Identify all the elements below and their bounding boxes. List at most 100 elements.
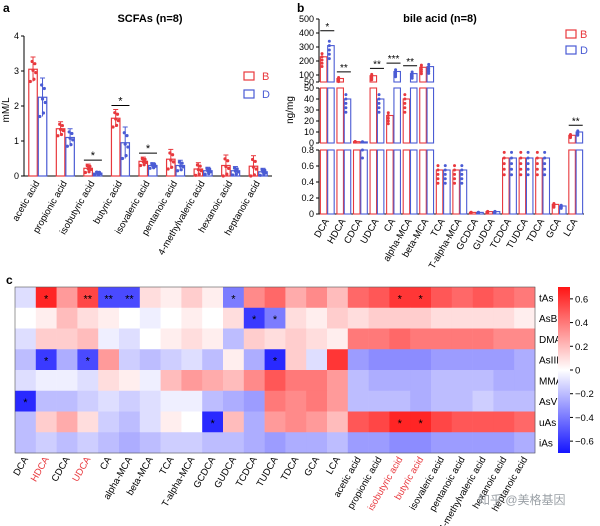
heatmap-col-label: TCA — [158, 454, 177, 477]
b-dot — [419, 70, 423, 74]
b-bar-d-alpha-mca — [409, 149, 418, 215]
a-dot — [227, 166, 231, 170]
heatmap-cell — [285, 349, 307, 371]
heatmap-cell — [285, 370, 307, 392]
b-dot — [443, 168, 447, 172]
heatmap-cell — [15, 307, 37, 329]
b-bar-d-dca — [327, 149, 335, 215]
b-bar-d-ca — [393, 70, 401, 83]
b-dot — [320, 58, 324, 62]
heatmap-cell — [431, 411, 453, 433]
b-dot — [519, 167, 523, 171]
a-dot — [234, 172, 238, 176]
b-sig-label: ** — [373, 59, 381, 70]
heatmap-col-label: HDCA — [29, 454, 52, 483]
heatmap-cell — [15, 370, 37, 392]
b-dot — [419, 67, 423, 71]
a-dot — [197, 172, 201, 176]
b-dot — [436, 177, 440, 181]
panel-b-bile-acid-chart: bile acid (n=8) ng/mg 00.20.40.60.801020… — [285, 13, 588, 271]
b-ytick-label: 0.6 — [301, 161, 314, 171]
heatmap-cell — [223, 390, 245, 412]
heatmap-cell — [514, 287, 536, 309]
heatmap-cell — [181, 370, 203, 392]
heatmap-cell — [306, 370, 328, 392]
a-dot — [180, 161, 184, 165]
heatmap-cell — [410, 432, 432, 454]
heatmap-cell — [514, 349, 536, 371]
heatmap-cell — [493, 307, 515, 329]
b-bar-b-hdca — [336, 149, 344, 215]
heatmap-cell — [98, 307, 120, 329]
heatmap-cell — [223, 287, 245, 309]
heatmap-cell — [264, 370, 286, 392]
watermark-text: 知乎 @美格基因 — [478, 492, 566, 507]
b-dot — [370, 72, 374, 76]
b-bar-b-tcdca — [502, 157, 510, 215]
b-sig-label: ** — [572, 116, 580, 127]
b-bar-b-dca — [319, 149, 328, 215]
b-bar-b-alpha-mca — [402, 149, 411, 215]
a-dot — [122, 131, 126, 135]
b-dot — [377, 93, 381, 97]
heatmap-star: ** — [84, 293, 93, 305]
b-dot — [344, 97, 348, 101]
b-dot — [486, 209, 490, 213]
heatmap-cell — [514, 328, 536, 350]
b-dot — [320, 52, 324, 56]
a-legend-swatch-d — [243, 89, 255, 99]
heatmap-col-label: LCA — [324, 454, 343, 476]
a-dot — [32, 77, 36, 81]
heatmap-cell — [139, 370, 161, 392]
b-bar-b-cdca — [352, 149, 361, 215]
b-dot — [510, 156, 514, 160]
heatmap-cell — [160, 287, 182, 309]
b-dot — [443, 181, 447, 185]
heatmap-cell — [160, 411, 182, 433]
a-dot — [28, 79, 32, 84]
a-dot — [150, 162, 154, 166]
heatmap-star: * — [210, 418, 215, 430]
heatmap-cell — [451, 390, 473, 412]
a-dot — [194, 173, 198, 177]
b-xtick-label: GCA — [544, 216, 564, 240]
heatmap-col-label: TDCA — [279, 454, 302, 482]
heatmap-cell — [139, 287, 161, 309]
heatmap-cell — [139, 328, 161, 350]
b-dot — [453, 172, 457, 176]
heatmap-star: ** — [125, 293, 134, 305]
b-dot — [535, 173, 539, 177]
heatmap-cell — [410, 411, 432, 433]
heatmap-cell — [15, 390, 37, 412]
heatmap-cell — [410, 370, 432, 392]
a-dot — [58, 122, 62, 126]
b-ytick-label: 20 — [304, 116, 314, 126]
heatmap-cell — [98, 390, 120, 412]
heatmap-border — [14, 286, 536, 454]
b-dot — [453, 164, 457, 168]
b-ytick-label: 400 — [299, 28, 314, 38]
b-dot — [535, 150, 539, 154]
b-dot — [526, 167, 530, 171]
heatmap-cell — [451, 287, 473, 309]
a-legend-swatch-b — [243, 71, 255, 81]
heatmap-cell — [98, 287, 120, 309]
heatmap-cell — [139, 411, 161, 433]
heatmap-cell — [431, 370, 453, 392]
b-bar-d-ca — [393, 87, 401, 144]
b-bar-b-dca — [319, 87, 328, 144]
a-dot — [58, 127, 63, 131]
heatmap-cell — [451, 411, 473, 433]
b-bar-b-beta-mca — [419, 66, 427, 83]
heatmap-cell — [389, 411, 411, 433]
b-dot — [502, 150, 506, 154]
heatmap-cell — [514, 307, 536, 329]
a-dot — [233, 169, 238, 173]
a-dot — [254, 167, 258, 171]
heatmap-star: * — [418, 418, 423, 430]
b-dot — [443, 177, 447, 181]
heatmap-cell — [119, 390, 141, 412]
panel-c-heatmap: * ** ** ** * * ** ** * *** * * tAsAsBDMAAsIIIMMAAsV… — [11, 286, 594, 526]
b-ytick-label: 0 — [309, 138, 314, 148]
heatmap-cell — [35, 349, 57, 371]
